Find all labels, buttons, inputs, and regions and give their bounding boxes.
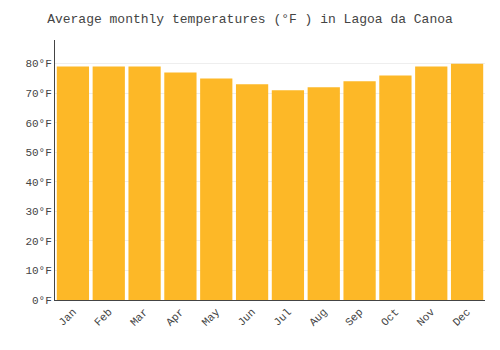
svg-text:Mar: Mar [128,306,150,328]
svg-text:40°F: 40°F [25,177,51,189]
svg-text:0°F: 0°F [32,295,52,307]
svg-text:Jun: Jun [236,306,258,328]
svg-text:60°F: 60°F [25,118,51,130]
svg-text:20°F: 20°F [25,236,51,248]
svg-text:Jul: Jul [271,306,293,328]
svg-text:Sep: Sep [343,306,365,328]
svg-text:Dec: Dec [451,306,473,328]
svg-text:May: May [200,306,223,329]
svg-text:Oct: Oct [379,306,401,328]
svg-text:Aug: Aug [307,306,329,328]
svg-text:50°F: 50°F [25,147,51,159]
svg-text:Average monthly temperatures (: Average monthly temperatures (°F ) in La… [47,12,453,27]
svg-text:80°F: 80°F [25,58,51,70]
svg-text:30°F: 30°F [25,206,51,218]
svg-text:10°F: 10°F [25,265,51,277]
svg-text:Apr: Apr [164,306,186,328]
svg-text:Feb: Feb [92,306,114,328]
svg-text:70°F: 70°F [25,88,51,100]
svg-text:Jan: Jan [56,306,78,328]
svg-text:Nov: Nov [415,306,438,329]
